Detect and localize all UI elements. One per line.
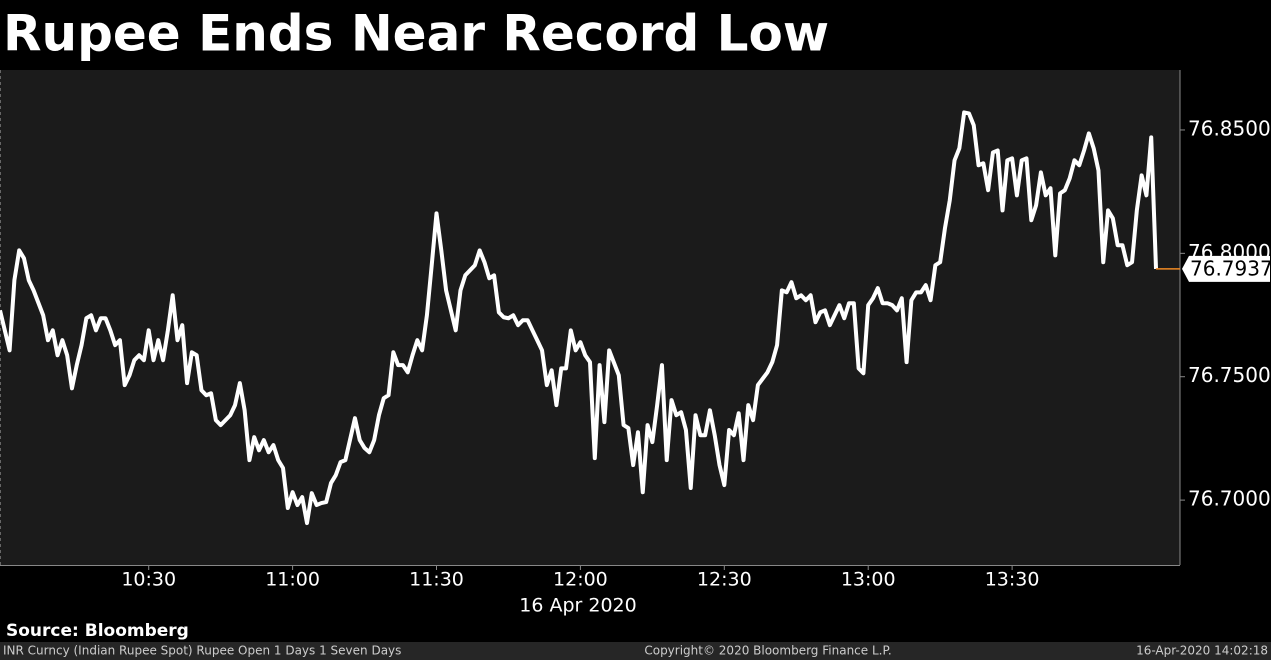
- chart-title: Rupee Ends Near Record Low: [3, 5, 829, 63]
- x-axis-label: 16 Apr 2020: [519, 595, 636, 617]
- plot-area: [0, 70, 1180, 565]
- x-tick-label: 11:00: [265, 569, 320, 591]
- last-value-box: [1182, 255, 1270, 282]
- footer-right: 16-Apr-2020 14:02:18: [1136, 644, 1268, 658]
- x-tick-label: 10:30: [121, 569, 176, 591]
- x-tick-label: 13:00: [841, 569, 896, 591]
- source: Source: Bloomberg: [6, 621, 189, 641]
- last-value-label: 76.7937: [1190, 256, 1271, 280]
- y-tick-label: 76.7500: [1188, 363, 1271, 387]
- price-line: [0, 110, 1159, 526]
- x-tick-label: 12:00: [553, 569, 608, 591]
- footer-center: Copyright© 2020 Bloomberg Finance L.P.: [644, 644, 891, 658]
- x-tick-label: 11:30: [409, 569, 464, 591]
- footer-bar: [0, 642, 1271, 660]
- y-tick-label: 76.8500: [1188, 116, 1271, 140]
- footer-left: INR Curncy (Indian Rupee Spot) Rupee Ope…: [3, 644, 401, 658]
- y-tick-label: 76.7000: [1188, 487, 1271, 511]
- x-tick-label: 13:30: [985, 569, 1040, 591]
- x-tick-label: 12:30: [697, 569, 752, 591]
